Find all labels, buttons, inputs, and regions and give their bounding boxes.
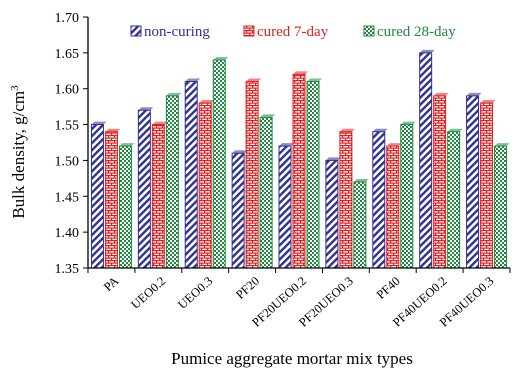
bar-cured-28-day [212, 59, 226, 269]
bar-top-cap [353, 178, 369, 182]
x-tick-label: UEO0.2 [128, 274, 168, 312]
bar-top-cap [400, 121, 416, 125]
y-axis-ticks: 1.35 1.40 1.45 1.50 1.55 1.60 1.65 1.70 [55, 11, 88, 277]
bar-top-cap [91, 121, 107, 125]
bar-non-curing [419, 52, 433, 269]
bar-top-cap [293, 71, 308, 75]
bar-top-cap [246, 78, 262, 82]
bar-cured-28-day [165, 95, 179, 269]
legend-swatch [363, 25, 375, 37]
bar-cured-7-day [292, 73, 306, 269]
bars-layer [90, 49, 510, 269]
bar-top-cap [166, 92, 182, 96]
y-tick-label: 1.55 [55, 119, 80, 134]
x-tick-label: PF20 [233, 274, 262, 302]
bar-top-cap [339, 128, 355, 132]
bar-top-cap [386, 143, 402, 147]
bar-top-cap [480, 100, 496, 104]
bar-top-cap [494, 143, 510, 147]
bar-top-cap [466, 92, 482, 96]
bar-top-cap [119, 143, 135, 147]
x-tick-label: PF40 [374, 274, 403, 302]
x-tick-label: UEO0.3 [175, 274, 215, 312]
x-tick-label: PA [101, 274, 121, 294]
bar-top-cap [325, 157, 341, 161]
y-tick-label: 1.40 [55, 226, 80, 241]
x-axis-title: Pumice aggregate mortar mix types [171, 349, 413, 368]
bar-non-curing [325, 159, 339, 269]
legend-label: cured 7-day [257, 24, 329, 40]
bar-cured-28-day [259, 116, 273, 269]
legend-label: cured 28-day [377, 24, 456, 40]
bar-top-cap [433, 92, 449, 96]
bar-non-curing [184, 81, 198, 269]
bar-cured-28-day [118, 145, 132, 269]
legend: non-curing cured 7-day cured 28-day [130, 24, 456, 40]
bar-cured-7-day [386, 145, 400, 269]
bar-cured-7-day [339, 131, 353, 269]
bar-non-curing [90, 124, 104, 269]
bar-cured-7-day [433, 95, 447, 269]
bar-top-cap [419, 49, 435, 53]
bar-top-cap [307, 78, 322, 82]
bar-top-cap [105, 128, 121, 132]
bar-non-curing [372, 131, 386, 269]
bar-top-cap [260, 114, 276, 118]
bar-top-cap [213, 57, 229, 61]
bar-cured-7-day [104, 131, 118, 269]
y-tick-label: 1.35 [55, 262, 80, 277]
legend-swatch [130, 25, 142, 37]
y-tick-label: 1.65 [55, 47, 80, 62]
axes [87, 17, 511, 273]
bar-top-cap [447, 128, 463, 132]
legend-label: non-curing [144, 24, 210, 40]
bar-non-curing [278, 145, 292, 269]
bar-top-cap [372, 128, 388, 132]
y-tick-label: 1.60 [55, 83, 80, 98]
y-tick-label: 1.45 [55, 190, 80, 205]
bar-cured-7-day [151, 124, 165, 269]
bar-non-curing [231, 152, 245, 269]
bar-non-curing [466, 95, 480, 269]
bar-cured-7-day [245, 81, 259, 269]
bar-cured-28-day [400, 124, 414, 269]
bar-non-curing [137, 109, 151, 269]
bar-cured-28-day [494, 145, 508, 269]
y-tick-label: 1.70 [55, 11, 80, 26]
bar-top-cap [232, 150, 248, 154]
bar-top-cap [185, 78, 201, 82]
y-tick-label: 1.50 [55, 154, 80, 169]
legend-swatch [243, 25, 255, 37]
bar-top-cap [152, 121, 168, 125]
bar-cured-28-day [353, 181, 367, 269]
y-axis-title-text: Bulk density, g/cm [9, 91, 28, 219]
bar-cured-28-day [447, 131, 461, 269]
y-axis-title: Bulk density, g/cm3 [9, 85, 28, 219]
bar-cured-7-day [480, 102, 494, 269]
bar-cured-28-day [306, 81, 320, 269]
bar-top-cap [138, 107, 154, 111]
bar-top-cap [199, 100, 215, 104]
bar-cured-7-day [198, 102, 212, 269]
y-axis-title-superscript: 3 [9, 85, 21, 91]
bar-top-cap [279, 143, 294, 147]
